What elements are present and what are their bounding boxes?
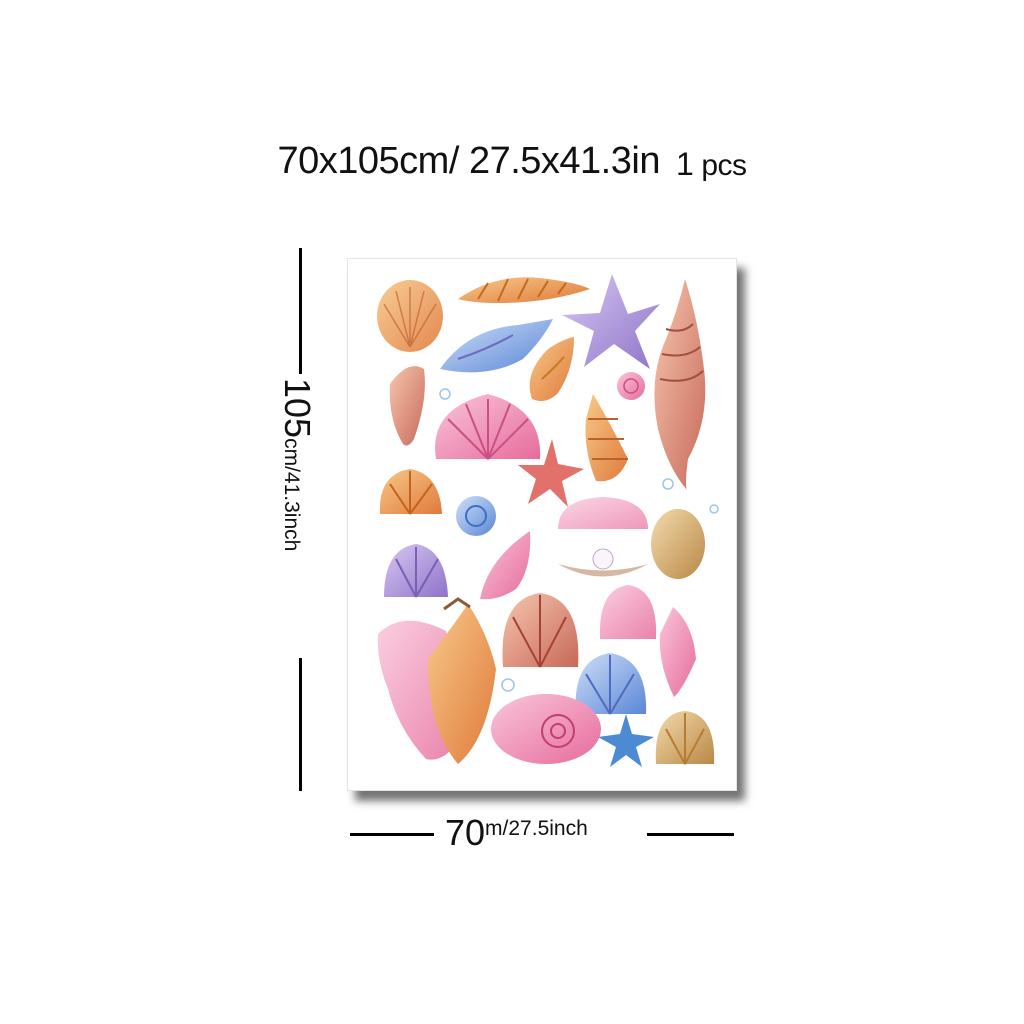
red-starfish [518, 439, 584, 507]
blue-starfish [598, 714, 654, 767]
width-unit: m/27.5inch [485, 817, 588, 840]
height-dimension-label: 105cm/41.3inch [276, 378, 318, 551]
pink-fan-scallop [435, 394, 541, 460]
bubbles [439, 388, 719, 692]
yellow-scallop-shell [655, 711, 715, 765]
pink-cone-shell [389, 366, 425, 446]
quantity-unit: pcs [701, 149, 747, 182]
orange-scallop-shell [377, 280, 443, 352]
width-dimension-line-left [350, 833, 434, 836]
width-value: 70 [445, 812, 486, 853]
yellow-spiral-shell [529, 337, 574, 401]
width-dimension-line-right [647, 833, 734, 836]
pink-nautilus-shell [491, 694, 601, 764]
tan-clam-shell [651, 509, 705, 579]
blue-snail-shell [456, 496, 496, 536]
purple-scallop-shell [384, 544, 448, 598]
pearl-oyster-shell [558, 497, 648, 577]
purple-starfish [562, 274, 660, 369]
height-unit: cm/41.3inch [280, 438, 303, 552]
quantity-number: 1 [676, 146, 694, 182]
seashell-poster [347, 258, 737, 791]
pink-fan-scallop-small [599, 585, 657, 639]
orange-half-scallop [379, 469, 442, 515]
height-dimension-line-bottom [299, 658, 302, 791]
coral-spiral-shell [654, 279, 706, 491]
pink-spiral-shell [480, 531, 531, 600]
height-value: 105 [277, 378, 318, 439]
product-size-title: 70x105cm/ 27.5x41.3in 1 pcs [0, 140, 1024, 183]
blue-scallop-shell [575, 653, 647, 715]
width-dimension-label: 70m/27.5inch [445, 812, 588, 854]
size-cm-text: 70x105cm/ [277, 140, 460, 182]
pink-cone-shell-right [659, 607, 696, 697]
size-in-text: 27.5x41.3in [468, 140, 661, 182]
large-conch-shell [377, 597, 496, 764]
small-pink-snail-shell [617, 372, 645, 400]
seashell-artwork [377, 274, 719, 767]
blue-conch-shell [440, 319, 553, 373]
orange-horn-shell [458, 277, 590, 303]
height-dimension-line-top [299, 248, 302, 374]
orange-spiral-cone [585, 394, 628, 482]
red-scallop-shell [502, 593, 579, 668]
